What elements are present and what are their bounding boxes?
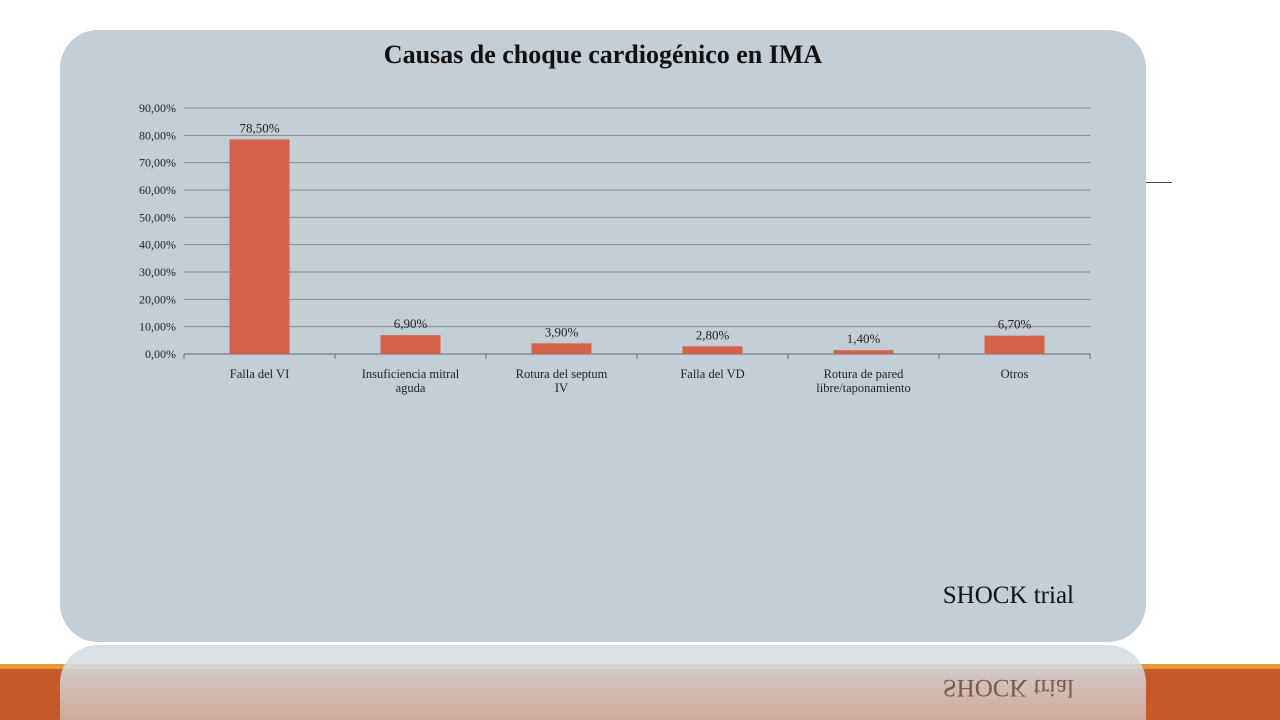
x-tick-label: Rotura de pared libre/taponamiento [816, 367, 910, 395]
x-tick-label: Rotura del septum IV [516, 367, 608, 395]
bar [833, 350, 894, 354]
y-tick-label: 20,00% [139, 292, 176, 306]
x-tick-label-line: Falla del VD [680, 367, 744, 381]
chart-title: Causas de choque cardiogénico en IMA [383, 40, 823, 69]
bar [229, 139, 290, 354]
x-tick-label-line: Otros [1001, 367, 1029, 381]
y-tick-label: 80,00% [139, 128, 176, 142]
data-label: 3,90% [545, 324, 579, 339]
x-tick-label: Insuficiencia mitral aguda [362, 367, 460, 395]
x-tick-label: Falla del VD [680, 367, 744, 381]
data-label: 6,70% [998, 317, 1032, 332]
bar-chart: 0,00% 10,00% 20,00% 30,00% 40,00% 50,00% 60,00… [139, 101, 1091, 395]
y-tick-label: 60,00% [139, 183, 176, 197]
y-tick-label: 0,00% [145, 347, 176, 361]
decorative-line [1146, 182, 1172, 183]
card-reflection: SHOCK trial [60, 645, 1146, 720]
y-tick-label: 70,00% [139, 156, 176, 170]
bar [531, 343, 592, 354]
chart-card: Causas de choque cardiogénico en IMA 0,0… [60, 30, 1146, 642]
source-label: SHOCK trial [942, 582, 1074, 609]
data-label: 78,50% [239, 120, 279, 135]
bar [380, 335, 441, 354]
x-tick-label: Falla del VI [230, 367, 289, 381]
x-tick-label-line: Falla del VI [230, 367, 289, 381]
y-tick-label: 30,00% [139, 265, 176, 279]
y-tick-label: 90,00% [139, 101, 176, 115]
data-label: 6,90% [394, 316, 428, 331]
bar [682, 346, 743, 354]
source-reflection: SHOCK trial [942, 674, 1074, 701]
x-tick-label-line: Insuficiencia mitral [362, 367, 460, 381]
x-tick-label-line: Rotura de pared [824, 367, 905, 381]
x-tick-label: Otros [1001, 367, 1029, 381]
x-tick-label-line: IV [555, 381, 568, 395]
y-tick-label: 10,00% [139, 320, 176, 334]
x-tick-label-line: Rotura del septum [516, 367, 608, 381]
data-label: 1,40% [847, 331, 881, 346]
data-label: 2,80% [696, 327, 730, 342]
x-tick-label-line: aguda [396, 381, 426, 395]
y-tick-label: 40,00% [139, 238, 176, 252]
y-tick-label: 50,00% [139, 210, 176, 224]
bar [984, 335, 1045, 354]
x-tick-label-line: libre/taponamiento [816, 381, 910, 395]
